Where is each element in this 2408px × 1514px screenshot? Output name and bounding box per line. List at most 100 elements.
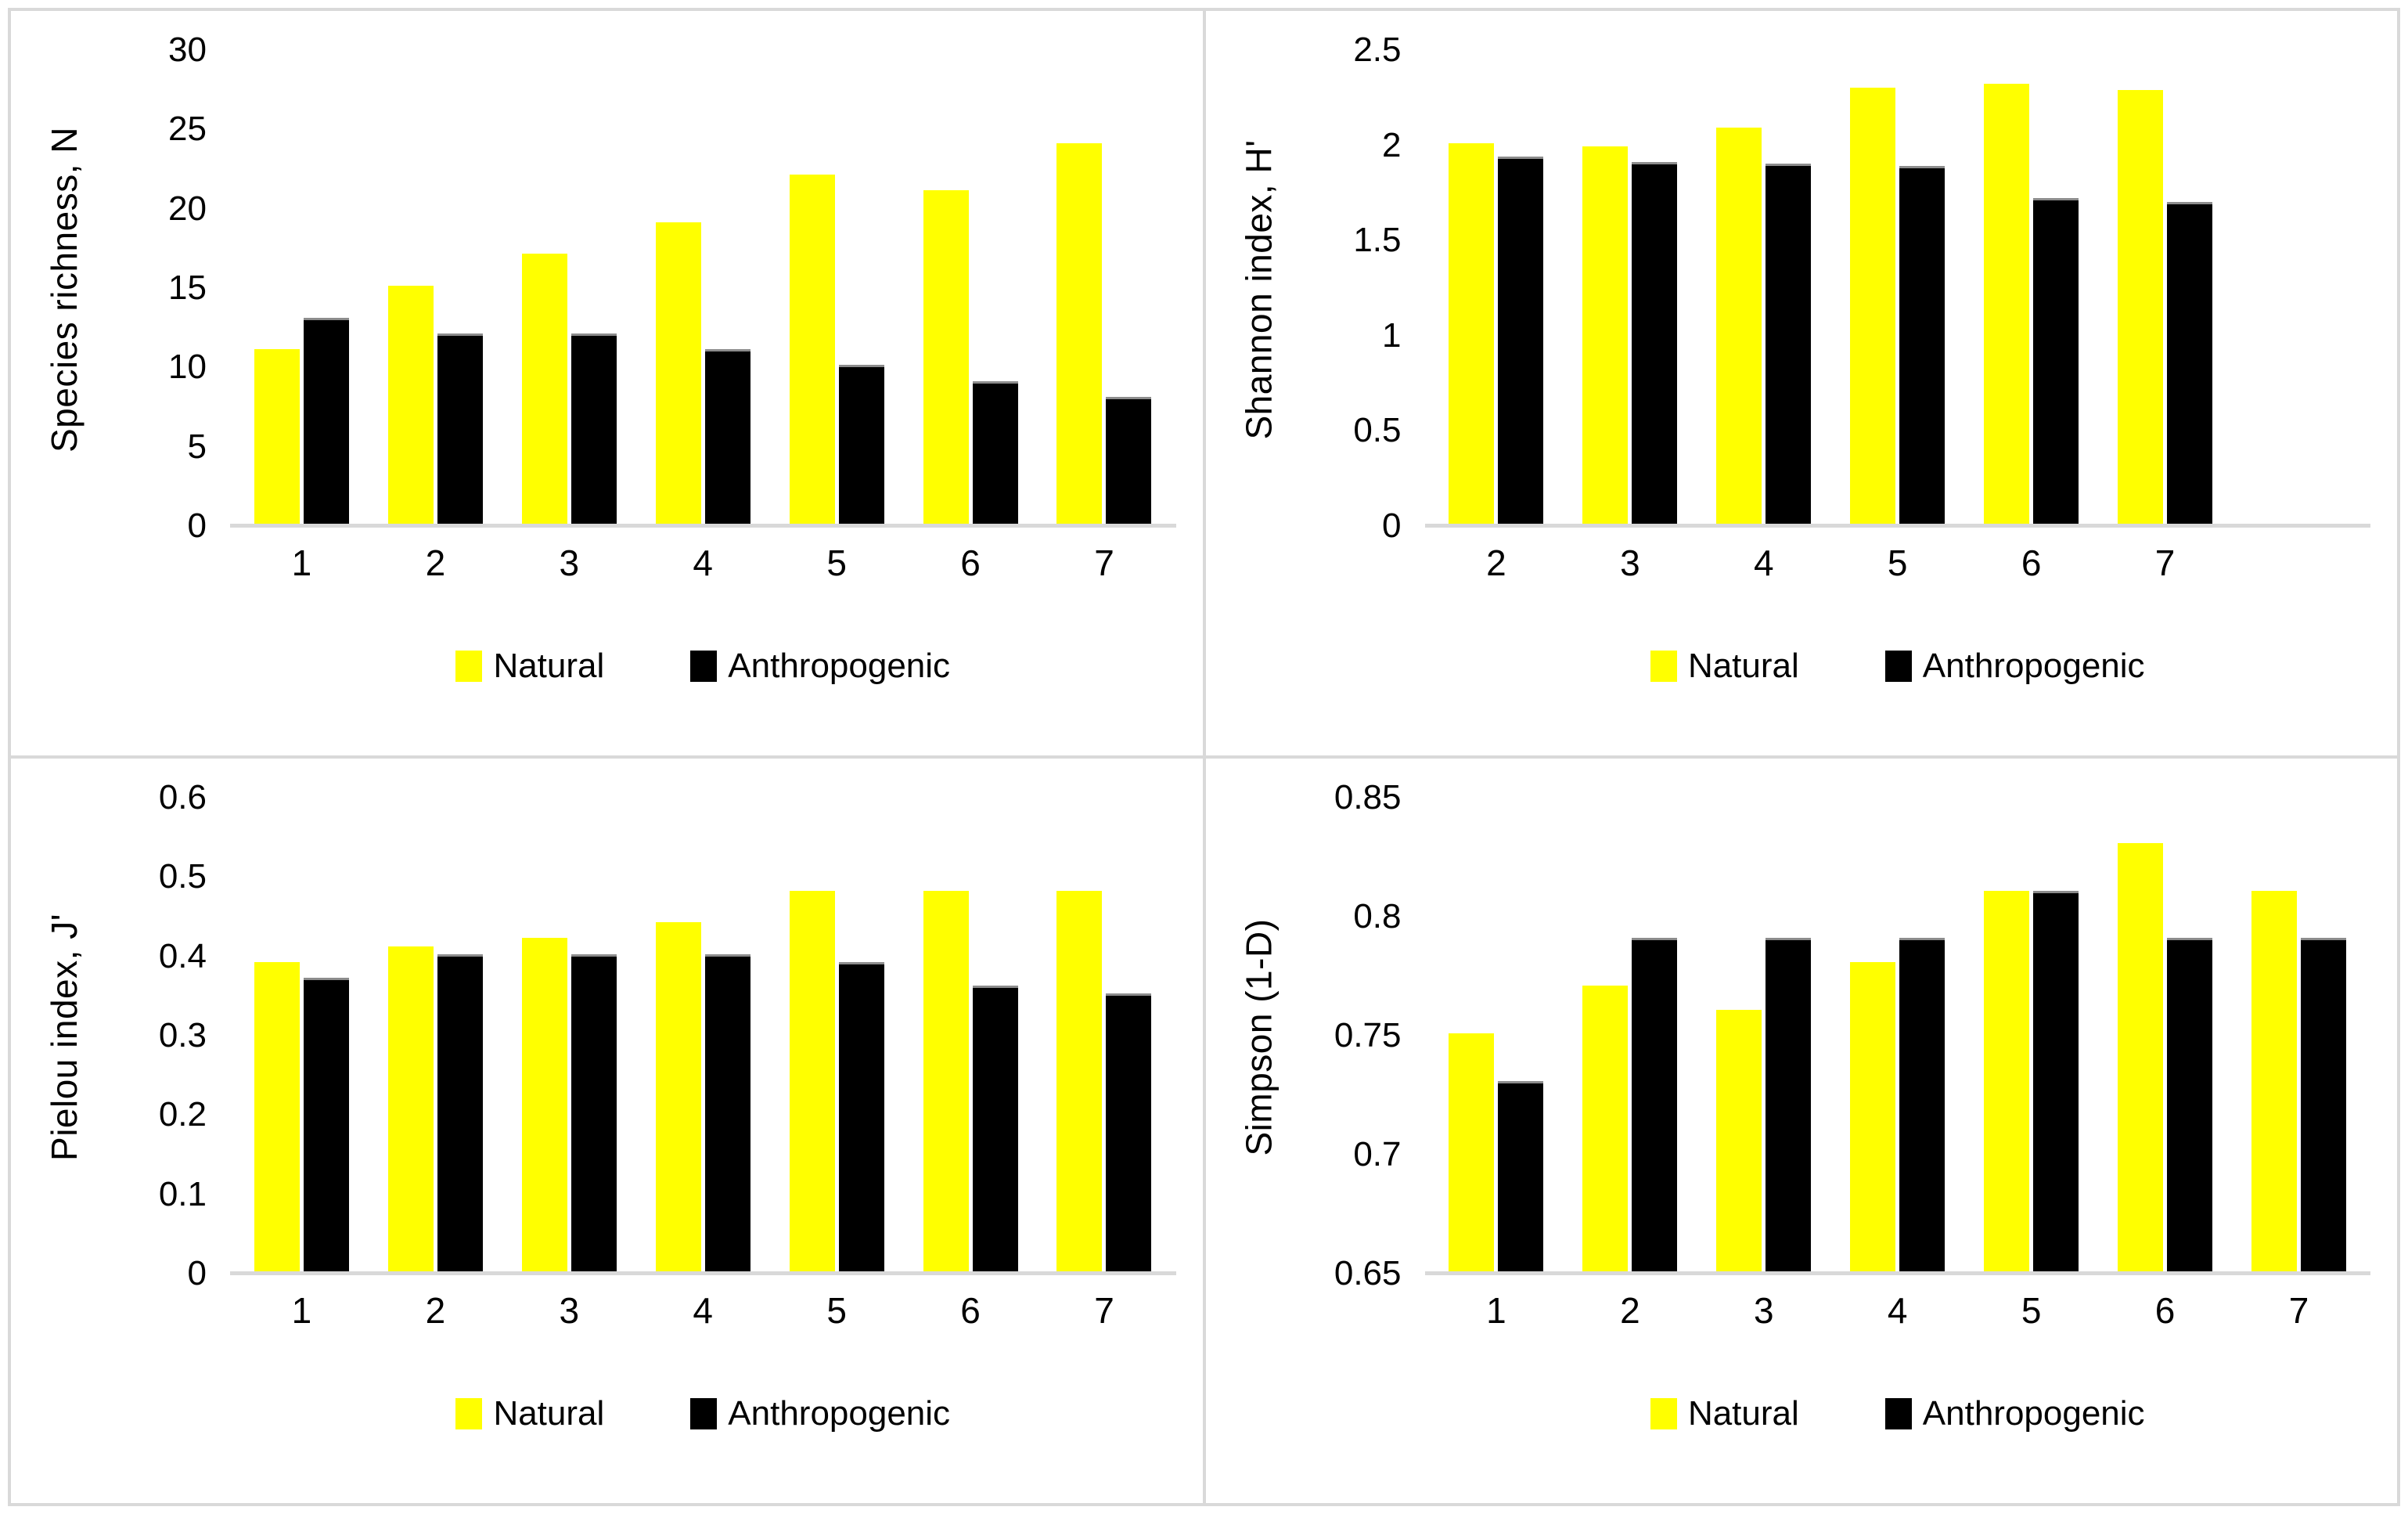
bar-anthropogenic [303,317,349,524]
bar-group [1582,52,1679,524]
y-tick-label: 1 [1382,315,1402,355]
bar-group [2117,799,2214,1271]
chart-panel-pielou-index: Pielou index, J' 0 0.1 0.2 0.3 0.4 0.5 0.6 1 2 3 4 5… [11,759,1203,1503]
bar-natural [923,890,969,1271]
bar-group [1448,799,1545,1271]
bar-anthropogenic [838,365,884,524]
legend-label: Natural [1687,647,1799,685]
legend-label: Natural [1687,1394,1799,1433]
bar-natural [1582,986,1629,1271]
y-tick-label: 20 [168,189,207,228]
bar-group [2250,799,2347,1271]
bar-natural [1582,146,1629,524]
y-tick-label: 5 [187,427,207,466]
bar-natural [2118,89,2164,524]
bar-group [788,799,885,1271]
bar-natural [1449,142,1495,524]
bar-group [1849,799,1946,1271]
bar-group [387,799,484,1271]
x-tick-label: 2 [425,1290,446,1331]
y-tick-label: 0.75 [1334,1016,1402,1054]
bar-anthropogenic [1766,938,1812,1271]
plot-area [1424,52,2370,528]
x-tick-label: 7 [2288,1290,2309,1331]
bar-group [654,799,751,1271]
chart-panel-shannon-index: Shannon index, H' 0 0.5 1 1.5 2 2.5 2 3 4 5 6 7 Natur… [1205,11,2397,755]
bar-natural [254,349,300,524]
x-tick-label: 5 [826,543,847,583]
bar-natural [789,890,835,1271]
bar-group [387,52,484,524]
bar-anthropogenic [2300,938,2346,1271]
y-tick-label: 0.85 [1334,778,1402,816]
bar-group [788,52,885,524]
x-axis-labels: 2 3 4 5 6 7 [1425,528,2371,609]
y-tick-label: 15 [168,269,207,307]
bar-natural [521,938,567,1271]
x-tick-label: 5 [826,1290,847,1331]
y-axis-ticks: 0.65 0.7 0.75 0.8 0.85 [1292,779,1425,1292]
bar-group [922,799,1019,1271]
chart-panel-species-richness: Species richness, N 0 5 10 15 20 25 30 1 2 3 4 5 6 7 Na… [11,11,1203,755]
bar-group [2117,52,2214,524]
bar-anthropogenic [972,380,1018,524]
bar-natural [2118,842,2164,1271]
y-axis-title-column: Species richness, N [31,52,97,528]
bar-anthropogenic [838,961,884,1271]
bar-natural [387,286,434,524]
bar-natural [789,175,835,524]
plot-area [230,52,1176,528]
x-tick-label: 1 [291,1290,312,1331]
bar-natural [1056,890,1103,1271]
legend: Natural Anthropogenic [1425,1377,2371,1451]
legend-item-anthropogenic: Anthropogenic [690,1394,950,1433]
bar-group [1056,799,1153,1271]
y-tick-label: 0 [1382,506,1402,545]
y-tick-label: 1.5 [1353,221,1402,260]
x-tick-label: 4 [1754,543,1774,583]
legend-swatch-natural [1650,651,1677,682]
x-tick-label: 1 [291,543,312,583]
bar-anthropogenic [1106,993,1152,1271]
x-tick-label: 6 [960,1290,981,1331]
y-tick-label: 2.5 [1353,31,1402,69]
bar-group [1715,799,1812,1271]
bar-anthropogenic [2167,202,2213,524]
bar-group [520,799,617,1271]
x-tick-label: 3 [1620,543,1640,583]
legend-swatch-anthropogenic [1884,651,1912,682]
chart-grid: Species richness, N 0 5 10 15 20 25 30 1 2 3 4 5 6 7 Na… [8,8,2400,1506]
bar-group [253,52,350,524]
x-axis-labels: 1 2 3 4 5 6 7 [1425,1275,2371,1357]
y-tick-label: 0.6 [158,778,207,816]
x-tick-label: 3 [1754,1290,1774,1331]
legend-item-anthropogenic: Anthropogenic [1884,1394,2145,1433]
bar-group [654,52,751,524]
x-axis-labels: 1 2 3 4 5 6 7 [230,1275,1176,1357]
bar-anthropogenic [303,978,349,1271]
legend-label: Anthropogenic [728,647,951,685]
bar-group [520,52,617,524]
y-tick-label: 0.7 [1353,1135,1402,1173]
legend-item-natural: Natural [455,647,604,686]
x-tick-label: 5 [1887,543,1908,583]
y-axis-title: Pielou index, J' [44,914,85,1161]
legend-item-natural: Natural [455,1394,604,1433]
bar-anthropogenic [1498,156,1544,524]
bar-natural [655,922,701,1271]
y-tick-label: 30 [168,31,207,69]
x-tick-label: 6 [2154,1290,2176,1331]
x-tick-label: 2 [425,543,446,583]
bar-group [253,799,350,1271]
x-tick-label: 1 [1486,1290,1506,1331]
bar-group [1983,52,2080,524]
bar-anthropogenic [2033,198,2079,524]
y-tick-label: 0.2 [158,1095,207,1134]
bar-natural [923,190,969,524]
bar-group [1983,799,2080,1271]
y-tick-label: 0.1 [158,1174,207,1213]
y-axis-title-column: Simpson (1-D) [1226,799,1292,1275]
y-axis-title: Species richness, N [44,127,85,452]
y-axis-ticks: 0 5 10 15 20 25 30 [97,31,230,545]
bar-natural [1716,128,1762,524]
